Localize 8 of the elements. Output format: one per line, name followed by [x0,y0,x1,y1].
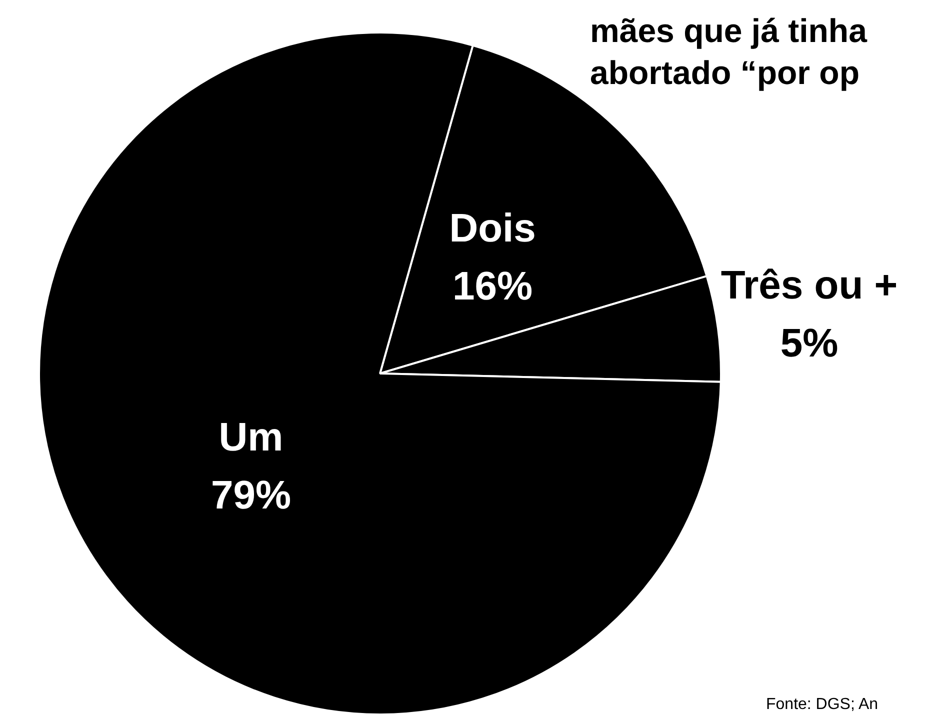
data-label: 5% [780,321,838,366]
data-label: 16% [452,264,533,308]
source-note: Fonte: DGS; An [766,696,878,714]
slice-label: Dois [449,206,536,250]
chart-title: mães que já tinha abortado “por op [590,11,867,93]
slice-label: Um [218,416,284,460]
slice-label: Três ou + [720,263,898,308]
data-label: 79% [210,474,292,518]
